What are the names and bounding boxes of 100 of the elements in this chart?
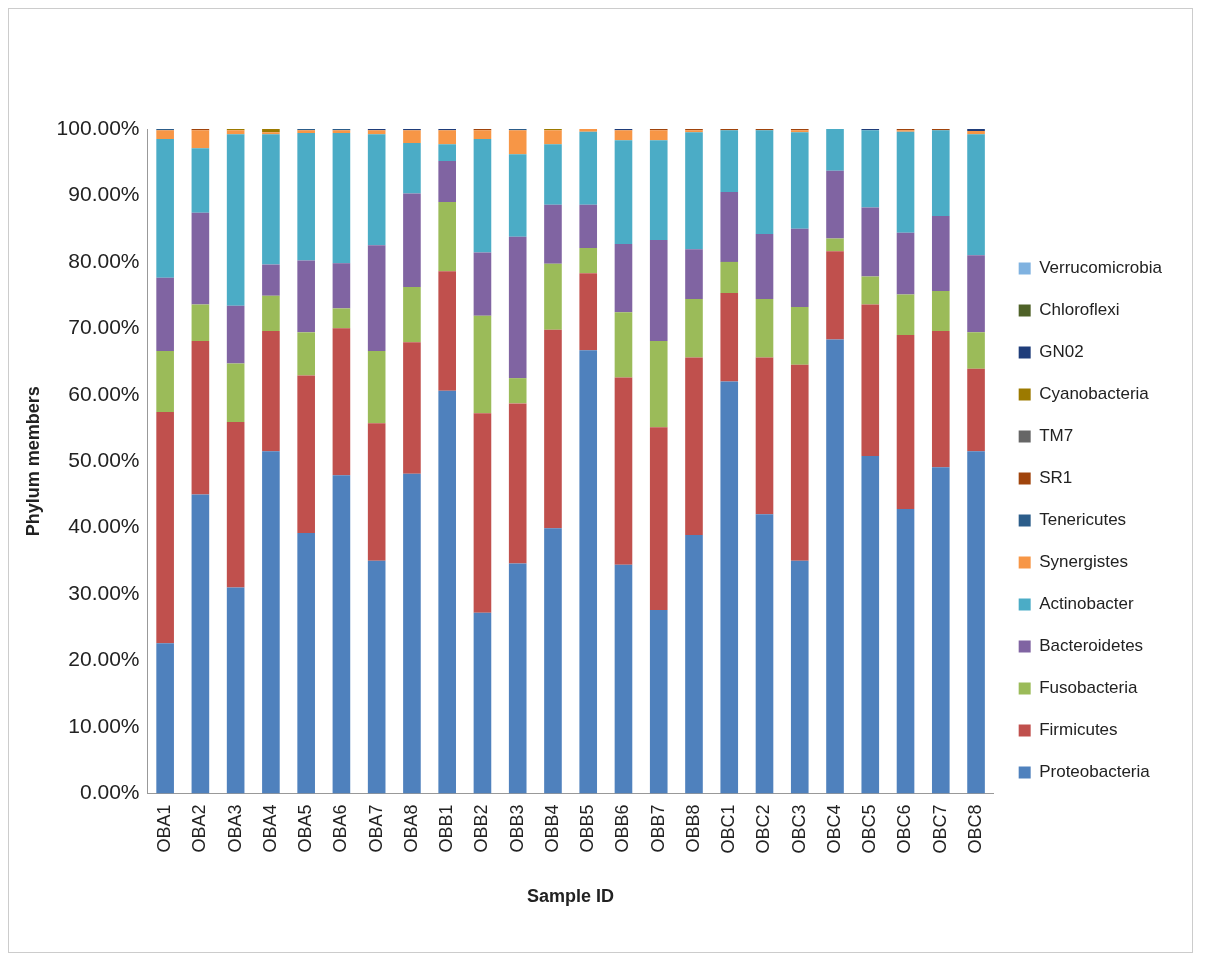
x-tick-label: OBB6 — [612, 804, 633, 853]
bar — [896, 509, 915, 794]
bar — [438, 271, 456, 391]
y-tick-label: 90.00% — [68, 182, 140, 206]
bar — [438, 390, 456, 794]
bar — [755, 357, 774, 515]
bar — [226, 587, 245, 794]
bar — [861, 207, 880, 277]
bar — [720, 130, 739, 193]
legend-label: Cyanobacteria — [1039, 384, 1150, 404]
bar — [262, 330, 280, 452]
bar — [262, 451, 280, 794]
bar — [649, 610, 668, 794]
legend-label: Chloroflexi — [1039, 300, 1120, 320]
legend-label: Tenericutes — [1039, 510, 1127, 530]
bar — [332, 308, 351, 329]
bar — [191, 340, 210, 495]
bar — [262, 295, 280, 331]
x-tick-label: OBA1 — [154, 804, 175, 853]
bar — [544, 204, 562, 264]
bar — [931, 467, 950, 794]
bar — [967, 255, 985, 333]
bar — [967, 134, 985, 256]
bar — [508, 403, 527, 564]
bar — [297, 260, 315, 333]
bar — [191, 130, 210, 149]
legend-label: Bacteroidetes — [1039, 636, 1144, 656]
bar — [438, 144, 456, 161]
bar — [931, 291, 950, 331]
bar — [367, 134, 386, 246]
bar — [967, 368, 985, 452]
bar — [438, 202, 456, 272]
bar — [367, 350, 386, 424]
bar — [156, 350, 174, 413]
bar — [191, 494, 210, 794]
bar — [156, 643, 174, 794]
bar — [579, 131, 598, 205]
bar — [332, 328, 351, 476]
bar — [332, 263, 351, 309]
bar — [614, 312, 633, 378]
legend-label: TM7 — [1039, 426, 1074, 446]
bar — [826, 129, 844, 171]
bar — [685, 132, 703, 250]
bar — [403, 193, 421, 288]
y-tick-label: 100.00% — [56, 115, 140, 139]
bar — [579, 204, 598, 248]
bar — [720, 261, 739, 294]
bar — [790, 228, 809, 308]
bar — [508, 236, 527, 379]
y-tick-label: 10.00% — [68, 713, 140, 737]
bar — [579, 350, 598, 794]
bar — [191, 212, 210, 305]
bar — [861, 455, 880, 794]
bar — [685, 249, 703, 300]
bar — [755, 130, 774, 234]
bar — [896, 294, 915, 335]
legend-label: Actinobacter — [1039, 594, 1135, 614]
x-tick-label: OBC4 — [823, 804, 844, 854]
bar — [790, 132, 809, 229]
bar — [579, 247, 598, 274]
legend-label: Synergistes — [1039, 552, 1128, 572]
bar — [473, 130, 492, 139]
bar — [367, 130, 386, 135]
bar — [861, 130, 880, 208]
bar — [544, 130, 562, 145]
bar — [614, 130, 633, 141]
y-tick-label: 50.00% — [68, 447, 140, 471]
x-tick-label: OBB1 — [436, 804, 457, 853]
bar — [614, 140, 633, 244]
bar — [790, 307, 809, 365]
bar — [826, 251, 844, 340]
bar — [649, 340, 668, 428]
bar — [473, 138, 492, 253]
x-tick-label: OBC5 — [859, 804, 880, 854]
bar — [544, 528, 562, 794]
bar — [826, 238, 844, 252]
legend-label: GN02 — [1039, 342, 1084, 362]
bar — [403, 473, 421, 794]
legend-label: Verrucomicrobia — [1039, 258, 1163, 278]
bar — [931, 330, 950, 468]
bar — [861, 304, 880, 456]
bar — [790, 560, 809, 794]
bar — [755, 514, 774, 794]
bar — [508, 130, 527, 155]
x-tick-label: OBB5 — [577, 804, 598, 853]
x-tick-label: OBB4 — [541, 804, 562, 853]
y-tick-label: 0.00% — [79, 780, 140, 804]
bar — [226, 363, 245, 422]
bar — [403, 287, 421, 343]
y-tick-label: 30.00% — [68, 580, 140, 604]
bar — [720, 381, 739, 794]
bar — [931, 130, 950, 217]
bar — [544, 144, 562, 205]
bar — [826, 339, 844, 794]
bar — [508, 563, 527, 794]
bar — [226, 130, 245, 135]
bar — [473, 612, 492, 794]
legend-label: Firmicutes — [1039, 720, 1118, 740]
x-tick-label: OBA2 — [189, 804, 210, 853]
bar — [649, 239, 668, 341]
